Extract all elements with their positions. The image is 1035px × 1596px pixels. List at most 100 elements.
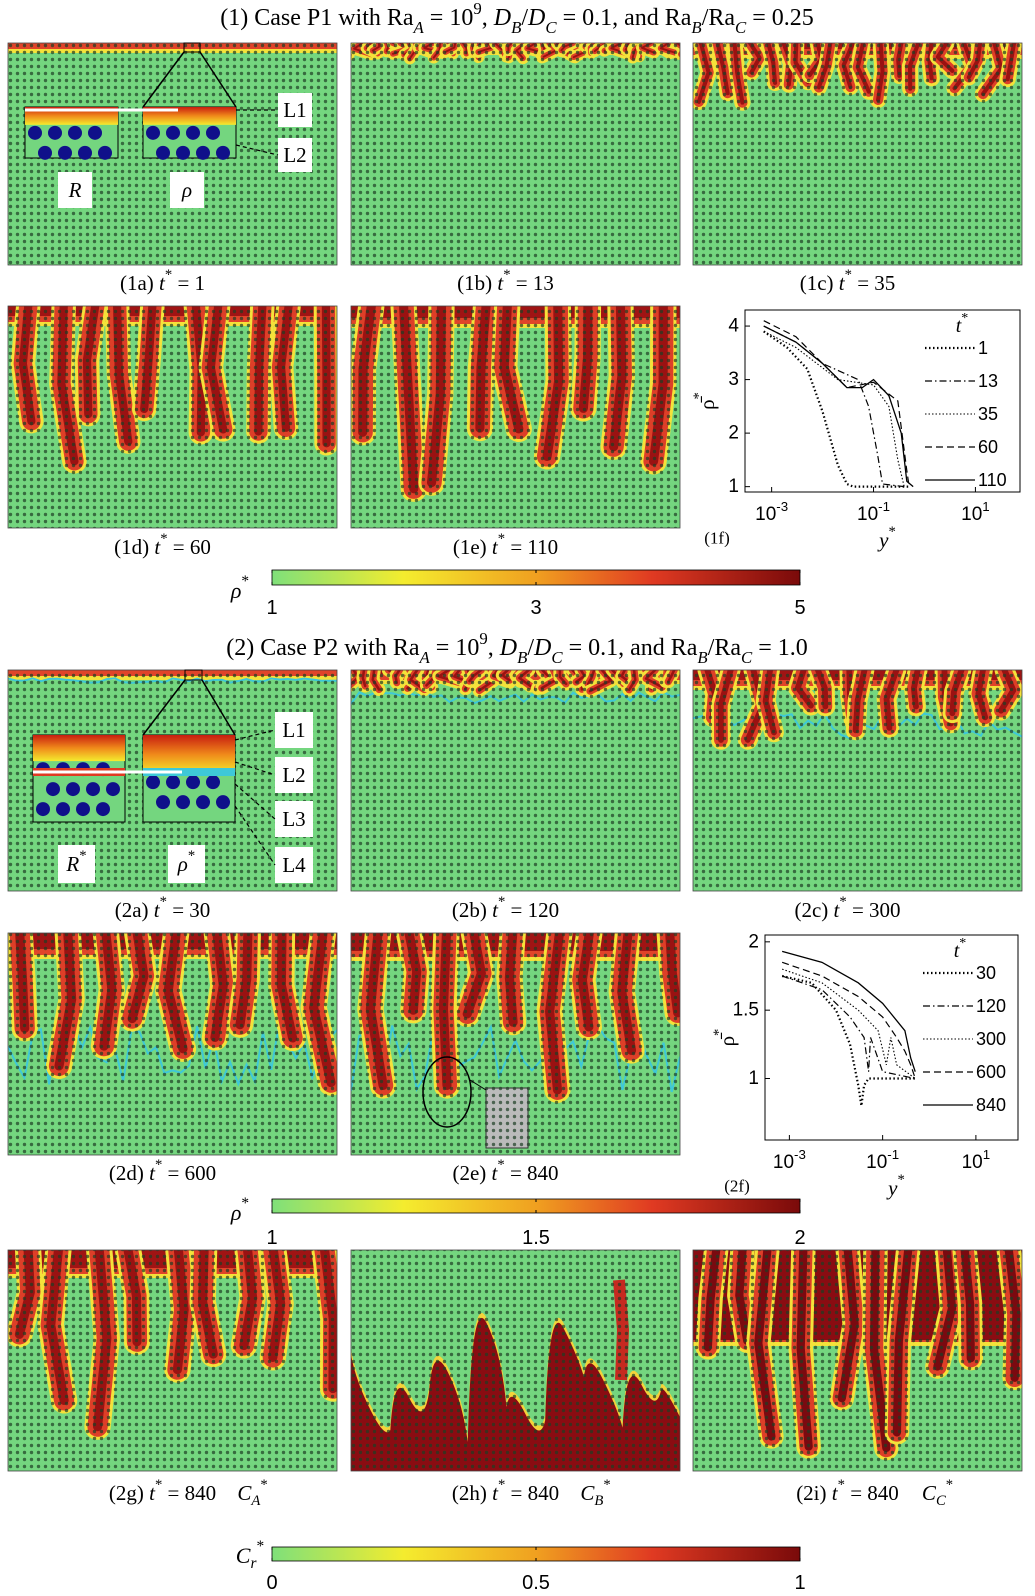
section-title: (1) Case P1 with RaA = 109, DB/DC = 0.1,… — [220, 0, 814, 37]
field-name-part: C — [922, 1481, 937, 1505]
panel-caption-part: = 30 — [167, 898, 210, 922]
x-tick-label-part: -3 — [794, 1147, 806, 1162]
inset-grain — [176, 145, 190, 160]
field-name-part: C — [580, 1481, 595, 1505]
panel-caption-part: * — [503, 267, 510, 283]
panel-caption: (1c) t* = 35 — [800, 267, 896, 295]
panel-frame — [692, 669, 1023, 892]
inset-top — [143, 735, 235, 775]
legend-entry: 30 — [976, 963, 996, 983]
chart-label: (1f) — [704, 529, 729, 548]
legend-title-part: t — [956, 315, 962, 337]
zoom-box — [183, 42, 201, 53]
legend-entry: 300 — [976, 1029, 1006, 1049]
panel-caption-part: t — [492, 898, 499, 922]
series-line — [781, 974, 916, 1106]
panel-caption-part: t — [492, 1481, 499, 1505]
x-tick-label-part: -1 — [878, 499, 890, 514]
x-tick-label-part: -1 — [887, 1147, 899, 1162]
field-name: CC* — [922, 1477, 953, 1509]
inset-label: L2 — [282, 763, 305, 787]
legend-entry: 840 — [976, 1095, 1006, 1115]
legend-title-part: * — [961, 311, 968, 326]
zoom-image — [486, 1088, 528, 1148]
field-panel — [351, 306, 680, 528]
panel-caption: (1a) t* = 1 — [120, 267, 205, 295]
legend-title-part: * — [959, 936, 966, 951]
dot-texture — [693, 43, 1022, 265]
y-tick-label: 1 — [748, 1068, 759, 1089]
inset-grain — [68, 125, 82, 140]
label-box — [275, 712, 313, 748]
inset-grain — [196, 795, 210, 810]
panel-caption-part: t — [497, 271, 504, 295]
x-tick-label-part: -3 — [776, 499, 788, 514]
colorbar-label: Cr* — [236, 1538, 264, 1572]
y-axis-label-part: * — [691, 392, 707, 399]
colorbar-label-part: C — [236, 1543, 251, 1568]
dot-texture — [693, 1250, 1022, 1471]
series-line — [763, 330, 905, 487]
panel-caption-part: t — [159, 271, 166, 295]
panel-caption-part: = 840 — [845, 1481, 899, 1505]
series-line — [781, 975, 916, 1080]
x-tick-label-part: 10 — [961, 504, 982, 525]
x-axis-label-part: * — [888, 524, 895, 540]
label-box — [58, 172, 92, 208]
plot-frame — [764, 934, 1019, 1141]
label-box — [58, 845, 95, 883]
inset-band — [143, 768, 235, 776]
inset-grain — [96, 802, 110, 817]
panel-frame — [350, 1249, 681, 1472]
x-tick-label-part: 1 — [983, 1147, 990, 1162]
dot-texture — [351, 306, 680, 528]
panel-frame — [692, 1249, 1023, 1472]
panel-caption-part: = 13 — [511, 271, 554, 295]
legend-entry: 13 — [978, 371, 998, 391]
panel-caption-part: * — [498, 531, 505, 547]
panel-caption-part: (2a) — [115, 898, 154, 922]
panel-frame — [7, 669, 338, 892]
section-title-part: D — [493, 5, 511, 31]
label-arrow — [234, 761, 276, 776]
zoom-line — [469, 1079, 487, 1091]
inset-grain — [36, 802, 50, 817]
panel-caption-part: (2h) — [452, 1481, 492, 1505]
field-name-part: * — [260, 1477, 267, 1493]
panel-caption-part: = 300 — [847, 898, 901, 922]
panel-caption-part: t — [154, 535, 161, 559]
series-line — [781, 968, 916, 1079]
panel-caption-part: = 840 — [162, 1481, 216, 1505]
dot-texture — [351, 670, 680, 891]
panel-caption-part: * — [155, 1157, 162, 1173]
dot-texture — [351, 43, 680, 265]
field-name-part: * — [603, 1477, 610, 1493]
legend-entry: 1 — [978, 338, 988, 358]
x-axis-label: y* — [877, 524, 896, 552]
section-title-part: = 0.25 — [746, 5, 814, 31]
inset-label: R — [68, 178, 82, 202]
section-title-part: C — [551, 648, 563, 667]
dot-texture — [8, 306, 337, 528]
panel-caption-part: (1a) — [120, 271, 159, 295]
section-title-part: (1) Case P1 with Ra — [220, 5, 414, 31]
inset-grain — [38, 145, 52, 160]
inset-label: ρ — [181, 178, 192, 202]
label-box — [275, 847, 313, 883]
colorbar-label-part: r — [250, 1555, 257, 1572]
inset-grain — [76, 802, 90, 817]
dot-texture — [8, 1250, 337, 1471]
colorbar-tick-label: 3 — [530, 597, 541, 619]
x-tick-label: 10-3 — [773, 1147, 806, 1173]
section-title-part: /Ra — [702, 5, 736, 31]
panel-caption-part: = 60 — [168, 535, 211, 559]
panel-caption: (2a) t* = 30 — [115, 894, 211, 922]
x-tick-label-part: 10 — [866, 1152, 887, 1173]
inset-grain — [98, 145, 112, 160]
section-title-part: B — [517, 648, 527, 667]
x-tick-label-part: 10 — [755, 504, 776, 525]
panel-caption: (2e) t* = 840 — [452, 1157, 558, 1185]
section-title-part: , — [482, 5, 494, 31]
inset-grain — [196, 145, 210, 160]
section-title-part: / — [521, 5, 528, 31]
